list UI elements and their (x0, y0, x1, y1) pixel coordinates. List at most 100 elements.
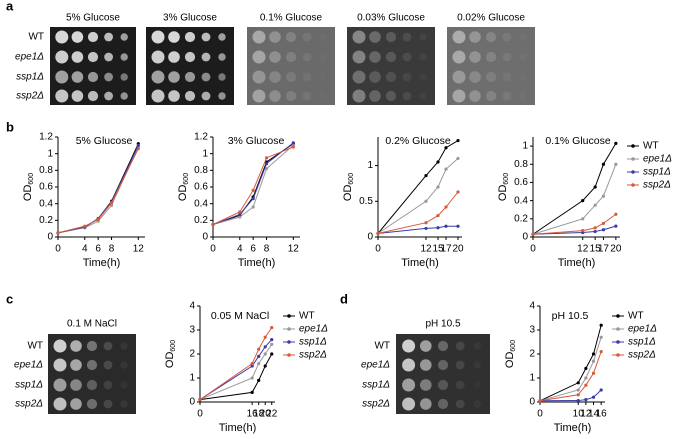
strain-label: WT (27, 341, 43, 352)
legend-marker (631, 170, 635, 174)
data-point (211, 222, 215, 227)
data-point (264, 167, 269, 171)
spot (87, 71, 99, 83)
spot (87, 51, 99, 63)
spot (402, 91, 412, 101)
spot (120, 400, 128, 408)
spot (485, 90, 497, 102)
spot (269, 90, 281, 102)
spot (269, 71, 281, 83)
data-point (601, 162, 606, 166)
spot (302, 32, 312, 42)
y-axis-label-main: OD (177, 185, 189, 202)
spot (87, 90, 99, 102)
y-tick-label: 1.2 (39, 132, 53, 143)
y-tick-label: 1 (47, 148, 53, 159)
series-line (539, 337, 602, 402)
data-point (593, 229, 597, 234)
data-point (614, 212, 618, 216)
spot (53, 397, 67, 411)
spot (53, 378, 67, 392)
spot (184, 51, 196, 63)
spot (352, 50, 366, 64)
data-point (444, 146, 448, 150)
spot (151, 50, 165, 64)
legend-label: WT (643, 141, 659, 152)
legend-marker (631, 157, 635, 161)
spot (485, 51, 497, 63)
data-point (270, 326, 274, 330)
data-point (250, 390, 254, 394)
x-axis-label: Time(h) (558, 257, 595, 269)
spot (87, 31, 99, 43)
spot (151, 70, 165, 84)
spot (419, 73, 427, 81)
spot (302, 91, 312, 101)
y-axis-label-sub: 600 (503, 173, 510, 185)
strain-label: ssp1Δ (16, 72, 44, 83)
spot (455, 360, 465, 370)
data-point (593, 226, 597, 230)
x-tick-label: 8 (109, 244, 115, 255)
spot (474, 381, 481, 388)
data-point (238, 210, 242, 214)
spot (455, 341, 465, 351)
y-axis-label: OD600 (22, 173, 35, 201)
spot (252, 89, 266, 103)
spot (437, 398, 449, 410)
spot (218, 73, 226, 81)
strain-label: WT (374, 341, 390, 352)
data-point (436, 213, 440, 218)
data-point (291, 145, 295, 149)
y-axis-label: OD600 (177, 173, 190, 201)
x-axis-label: Time(h) (401, 257, 438, 269)
spot (53, 339, 67, 353)
data-point (263, 345, 267, 349)
data-point (257, 362, 261, 366)
plate-title: 5% Glucose (66, 13, 120, 24)
spot (120, 361, 128, 369)
legend-label: ssp1Δ (299, 337, 327, 348)
data-point (257, 347, 261, 351)
data-point (270, 342, 274, 346)
data-point (424, 173, 428, 178)
spot (352, 30, 366, 44)
spot (184, 90, 196, 102)
spot (402, 378, 416, 392)
y-tick-label: 0.2 (39, 215, 53, 226)
data-point (424, 221, 428, 225)
spot (70, 379, 82, 391)
chart-title: 0.1% Glucose (545, 135, 611, 147)
data-point (593, 185, 597, 189)
data-point (576, 388, 580, 392)
data-point (584, 398, 588, 402)
y-axis-label-sub: 600 (183, 173, 190, 185)
x-tick-label: 6 (95, 244, 101, 255)
spot (420, 398, 432, 410)
data-point (538, 399, 542, 403)
spot (252, 30, 266, 44)
legend-marker (287, 353, 291, 357)
data-point (601, 221, 606, 225)
data-point (614, 224, 618, 228)
data-point (96, 217, 100, 222)
spot (151, 89, 165, 103)
y-axis-label-main: OD (22, 185, 34, 202)
y-tick-label: 0.4 (39, 198, 53, 209)
x-tick-label: 15 (590, 244, 602, 255)
data-point (291, 141, 295, 145)
data-point (456, 138, 460, 143)
y-tick-label: 0.8 (514, 159, 528, 170)
data-point (444, 205, 448, 209)
data-point (576, 381, 580, 385)
data-point (56, 231, 60, 235)
spot (120, 92, 128, 100)
spot (319, 33, 327, 41)
spot (103, 380, 113, 390)
strain-label: ssp2Δ (16, 91, 44, 102)
data-point (614, 162, 618, 166)
spot (455, 399, 465, 409)
y-tick-label: 0.6 (39, 182, 53, 193)
spot (285, 90, 297, 102)
